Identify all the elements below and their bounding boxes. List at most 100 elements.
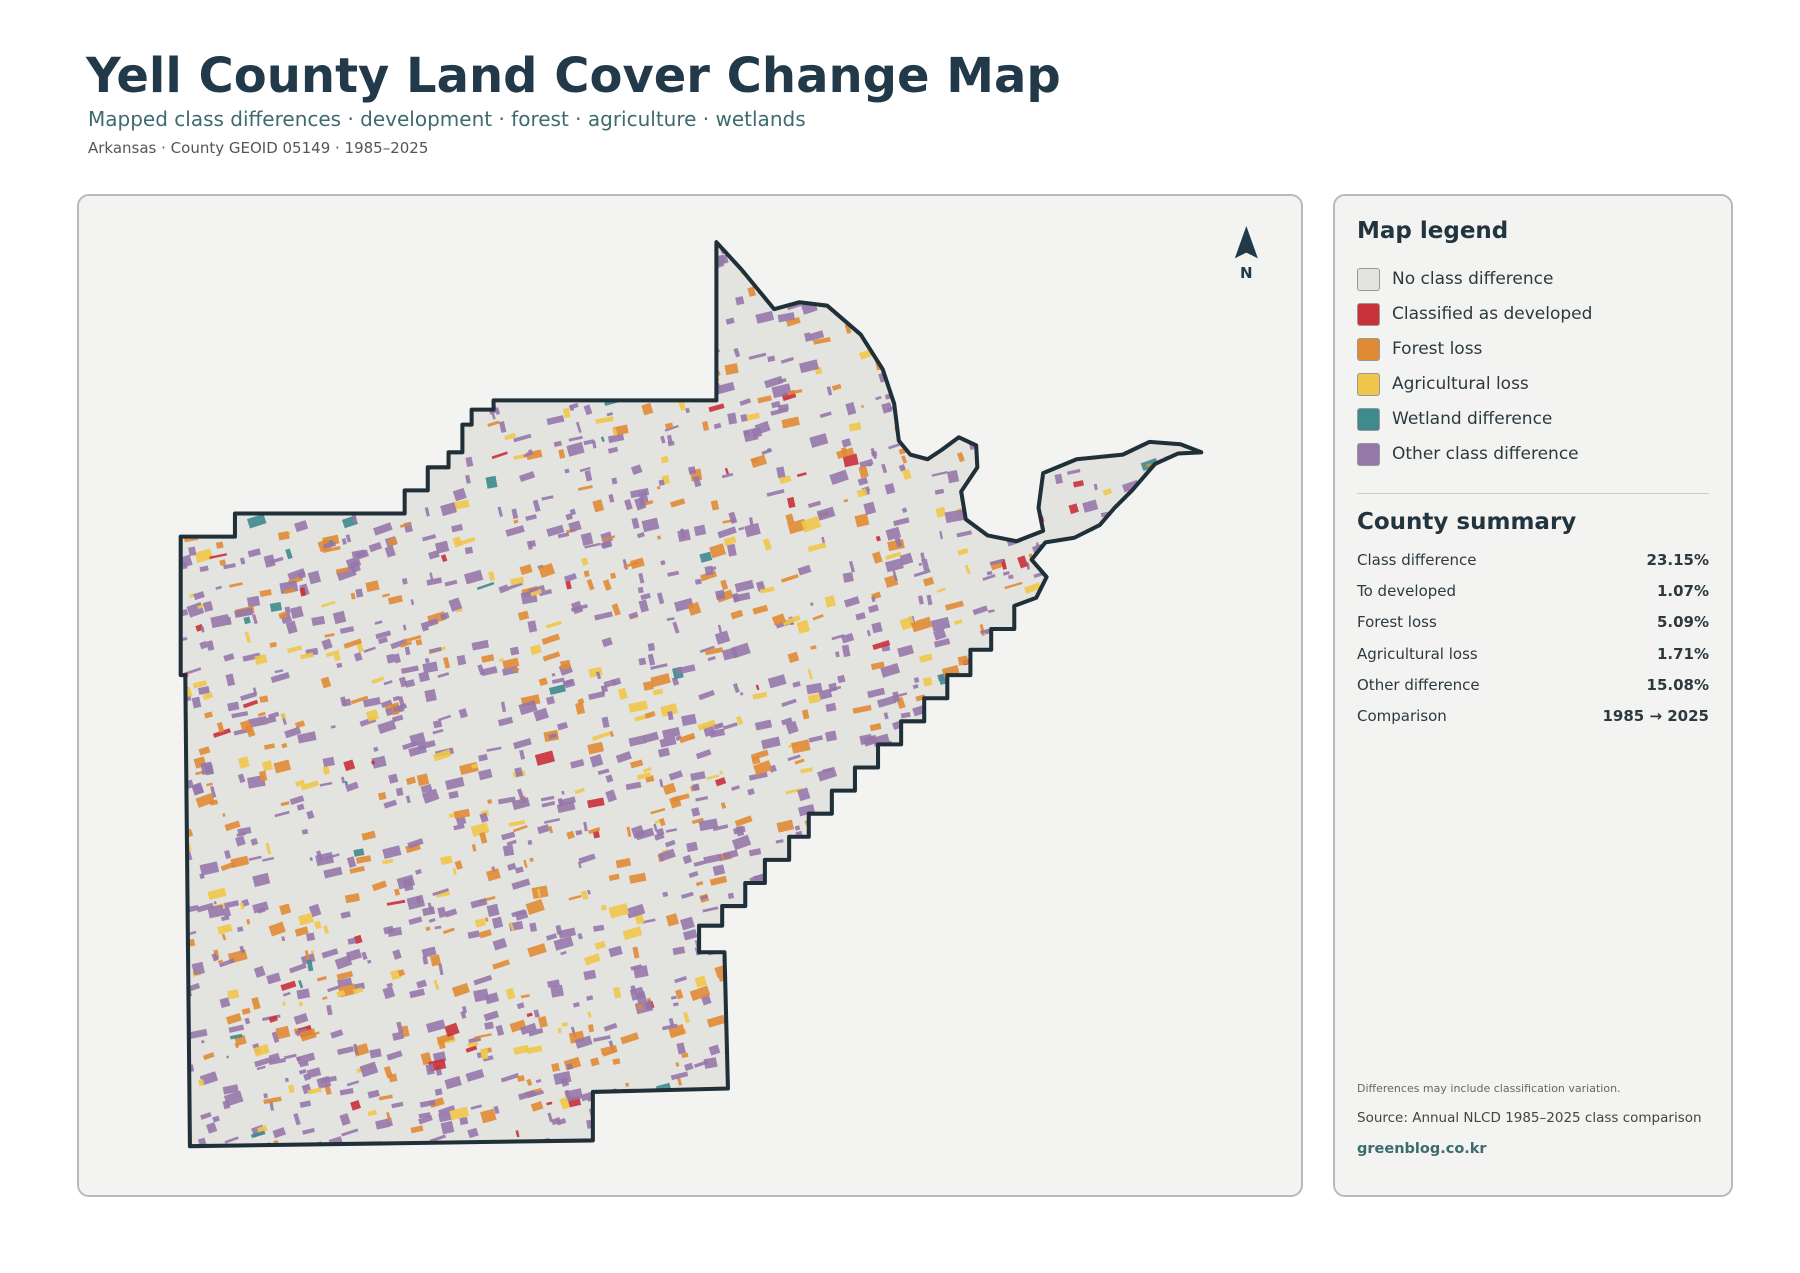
patch — [188, 546, 197, 557]
patch — [997, 263, 1006, 270]
patch — [349, 242, 369, 256]
patch — [1160, 838, 1180, 852]
patch — [740, 414, 748, 422]
patch — [712, 864, 726, 876]
patch — [1208, 691, 1217, 701]
patch — [1085, 1024, 1094, 1035]
patch — [346, 856, 357, 868]
patch — [378, 313, 385, 320]
patch — [379, 444, 396, 455]
patch — [1125, 944, 1133, 952]
patch — [1172, 788, 1177, 793]
patch — [1178, 399, 1198, 412]
patch — [810, 602, 814, 607]
patch — [331, 345, 341, 358]
patch — [1073, 575, 1080, 580]
patch — [206, 782, 213, 787]
patch — [1142, 562, 1151, 570]
patch — [1170, 777, 1178, 782]
patch — [908, 900, 915, 908]
patch — [805, 242, 823, 244]
patch — [830, 855, 843, 863]
patch — [1030, 344, 1051, 361]
patch — [903, 812, 915, 819]
patch — [607, 1114, 618, 1120]
legend-label: Wetland difference — [1392, 409, 1553, 429]
patch — [513, 519, 519, 524]
patch — [192, 680, 208, 689]
patch — [837, 1104, 854, 1117]
patch — [1140, 1103, 1148, 1110]
patch — [697, 719, 717, 731]
patch — [1036, 1046, 1053, 1060]
patch — [301, 498, 313, 505]
patch — [865, 848, 879, 859]
patch — [1110, 1024, 1132, 1040]
summary-value: 1.07% — [1656, 582, 1709, 601]
patch — [1096, 884, 1105, 893]
patch — [1051, 236, 1066, 242]
patch — [1175, 729, 1183, 738]
patch — [1069, 259, 1086, 268]
patch — [1152, 725, 1163, 737]
patch — [390, 638, 408, 650]
patch — [404, 646, 411, 656]
patch — [1174, 681, 1185, 690]
patch — [1152, 408, 1166, 415]
patch — [628, 872, 647, 884]
patch — [713, 422, 722, 430]
patch — [239, 902, 245, 910]
patch — [310, 306, 315, 313]
patch — [862, 1137, 876, 1147]
patch — [1025, 1032, 1043, 1046]
patch — [891, 963, 899, 973]
patch — [202, 302, 209, 312]
patch — [680, 891, 694, 899]
patch — [320, 600, 336, 608]
patch — [277, 531, 290, 541]
patch — [908, 960, 924, 969]
patch — [180, 356, 187, 367]
patch — [630, 759, 644, 769]
patch — [841, 438, 852, 448]
patch — [1002, 953, 1017, 966]
patch — [575, 702, 586, 715]
patch — [408, 916, 423, 926]
patch — [500, 260, 508, 271]
summary-row: Class difference 23.15% — [1357, 551, 1709, 569]
patch — [1017, 821, 1022, 829]
patch — [575, 829, 583, 836]
patch — [1206, 731, 1214, 736]
patch — [536, 888, 541, 898]
patch — [216, 360, 228, 367]
patch — [254, 654, 268, 665]
patch — [733, 347, 741, 358]
patch — [1153, 911, 1161, 919]
patch — [434, 540, 450, 554]
patch — [902, 840, 920, 851]
patch — [635, 1092, 646, 1102]
patch — [1062, 747, 1083, 761]
patch — [560, 312, 572, 321]
patch — [1179, 783, 1196, 795]
patch — [841, 644, 851, 658]
patch — [622, 277, 641, 291]
patch — [196, 902, 214, 913]
patch — [444, 908, 458, 918]
patch — [992, 637, 1007, 651]
patch — [294, 926, 309, 937]
patch — [418, 671, 430, 683]
patch — [511, 797, 531, 811]
patch — [227, 988, 240, 1000]
patch — [1180, 656, 1188, 665]
patch — [788, 1115, 804, 1125]
patch — [1039, 384, 1046, 393]
patch — [481, 666, 498, 677]
patch — [1043, 958, 1055, 969]
patch — [211, 952, 219, 962]
patch — [1060, 652, 1074, 663]
patch — [681, 284, 701, 299]
patch — [1156, 594, 1162, 600]
patch — [289, 268, 298, 281]
patch — [795, 830, 803, 836]
